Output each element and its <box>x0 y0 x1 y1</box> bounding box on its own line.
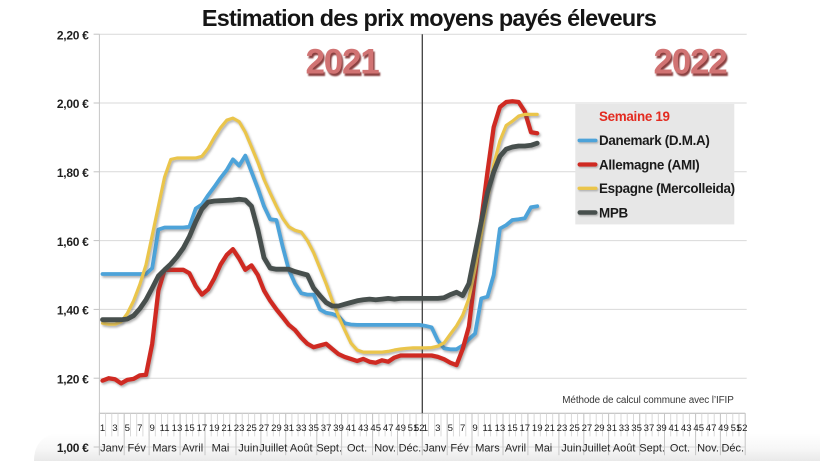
svg-text:43: 43 <box>358 423 369 434</box>
svg-text:1,60 €: 1,60 € <box>57 235 89 249</box>
svg-text:1: 1 <box>100 423 105 434</box>
svg-text:1,00 €: 1,00 € <box>57 441 89 455</box>
svg-text:41: 41 <box>346 423 357 434</box>
svg-text:15: 15 <box>184 423 195 434</box>
svg-text:27: 27 <box>259 423 270 434</box>
svg-text:52: 52 <box>737 423 748 434</box>
svg-text:Déc.: Déc. <box>721 442 744 454</box>
svg-text:Sept.: Sept. <box>316 442 342 454</box>
svg-text:1,80 €: 1,80 € <box>57 166 89 180</box>
svg-text:39: 39 <box>333 423 344 434</box>
svg-text:41: 41 <box>668 423 679 434</box>
svg-text:43: 43 <box>681 423 692 434</box>
svg-text:Méthode de calcul commune avec: Méthode de calcul commune avec l’IFIP <box>562 395 734 406</box>
svg-text:52: 52 <box>414 423 425 434</box>
svg-text:13: 13 <box>495 423 506 434</box>
svg-text:Mars: Mars <box>152 442 177 454</box>
svg-text:5: 5 <box>125 423 130 434</box>
svg-text:23: 23 <box>234 423 245 434</box>
svg-text:Janv: Janv <box>423 442 447 454</box>
svg-text:Espagne (Mercolleida): Espagne (Mercolleida) <box>599 181 735 196</box>
svg-text:51: 51 <box>408 423 419 434</box>
svg-text:39: 39 <box>656 423 667 434</box>
svg-text:27: 27 <box>582 423 593 434</box>
svg-text:49: 49 <box>718 423 729 434</box>
svg-text:9: 9 <box>150 423 155 434</box>
svg-text:25: 25 <box>246 423 257 434</box>
svg-text:Oct.: Oct. <box>347 442 367 454</box>
svg-text:Fév: Fév <box>128 442 147 454</box>
svg-text:19: 19 <box>532 423 543 434</box>
svg-text:Mai: Mai <box>535 442 553 454</box>
svg-text:45: 45 <box>693 423 704 434</box>
svg-text:Mars: Mars <box>475 442 500 454</box>
svg-text:37: 37 <box>321 423 332 434</box>
svg-text:35: 35 <box>631 423 642 434</box>
svg-text:29: 29 <box>271 423 282 434</box>
svg-text:Fév: Fév <box>450 442 469 454</box>
svg-text:15: 15 <box>507 423 518 434</box>
svg-text:19: 19 <box>209 423 220 434</box>
svg-text:Avril: Avril <box>182 442 203 454</box>
svg-text:Déc.: Déc. <box>399 442 422 454</box>
svg-text:Janv: Janv <box>100 442 124 454</box>
svg-text:Août: Août <box>613 442 636 454</box>
svg-text:Allemagne (AMI): Allemagne (AMI) <box>599 157 699 172</box>
svg-text:37: 37 <box>644 423 655 434</box>
svg-text:Juillet: Juillet <box>259 442 287 454</box>
svg-text:35: 35 <box>308 423 319 434</box>
svg-text:7: 7 <box>460 423 465 434</box>
svg-text:47: 47 <box>706 423 717 434</box>
svg-text:1,40 €: 1,40 € <box>57 304 89 318</box>
svg-text:3: 3 <box>435 423 440 434</box>
svg-text:33: 33 <box>296 423 307 434</box>
svg-text:25: 25 <box>569 423 580 434</box>
svg-text:9: 9 <box>472 423 477 434</box>
svg-text:Juin: Juin <box>238 442 258 454</box>
svg-text:49: 49 <box>395 423 406 434</box>
svg-text:Sept.: Sept. <box>639 442 665 454</box>
svg-text:5: 5 <box>448 423 453 434</box>
svg-text:2,00 €: 2,00 € <box>57 97 89 111</box>
svg-text:45: 45 <box>370 423 381 434</box>
svg-text:MPB: MPB <box>599 205 628 220</box>
svg-text:11: 11 <box>160 423 170 434</box>
svg-text:51: 51 <box>731 423 742 434</box>
svg-text:2021: 2021 <box>305 42 379 81</box>
svg-text:17: 17 <box>197 423 208 434</box>
svg-text:31: 31 <box>606 423 617 434</box>
svg-text:1,20 €: 1,20 € <box>57 372 89 386</box>
svg-text:13: 13 <box>172 423 183 434</box>
svg-text:11: 11 <box>483 423 493 434</box>
svg-text:33: 33 <box>619 423 630 434</box>
svg-text:47: 47 <box>383 423 394 434</box>
svg-text:2022: 2022 <box>653 42 727 81</box>
svg-text:21: 21 <box>221 423 232 434</box>
svg-text:Semaine 19: Semaine 19 <box>599 109 670 124</box>
svg-text:Juin: Juin <box>561 442 581 454</box>
svg-text:31: 31 <box>283 423 294 434</box>
svg-text:Oct.: Oct. <box>670 442 690 454</box>
svg-text:3: 3 <box>112 423 117 434</box>
svg-text:Avril: Avril <box>505 442 526 454</box>
svg-text:7: 7 <box>137 423 142 434</box>
svg-text:1: 1 <box>423 423 428 434</box>
svg-text:23: 23 <box>557 423 568 434</box>
svg-text:Estimation des prix moyens pay: Estimation des prix moyens payés éleveur… <box>202 5 657 31</box>
svg-text:17: 17 <box>519 423 530 434</box>
svg-text:21: 21 <box>544 423 555 434</box>
svg-text:2,20 €: 2,20 € <box>57 28 89 42</box>
svg-text:Juillet: Juillet <box>582 442 610 454</box>
svg-text:Nov.: Nov. <box>374 442 396 454</box>
svg-text:Mai: Mai <box>212 442 230 454</box>
svg-text:Août: Août <box>290 442 313 454</box>
svg-text:Danemark (D.M.A): Danemark (D.M.A) <box>599 133 710 148</box>
svg-text:Nov.: Nov. <box>697 442 719 454</box>
svg-text:29: 29 <box>594 423 605 434</box>
